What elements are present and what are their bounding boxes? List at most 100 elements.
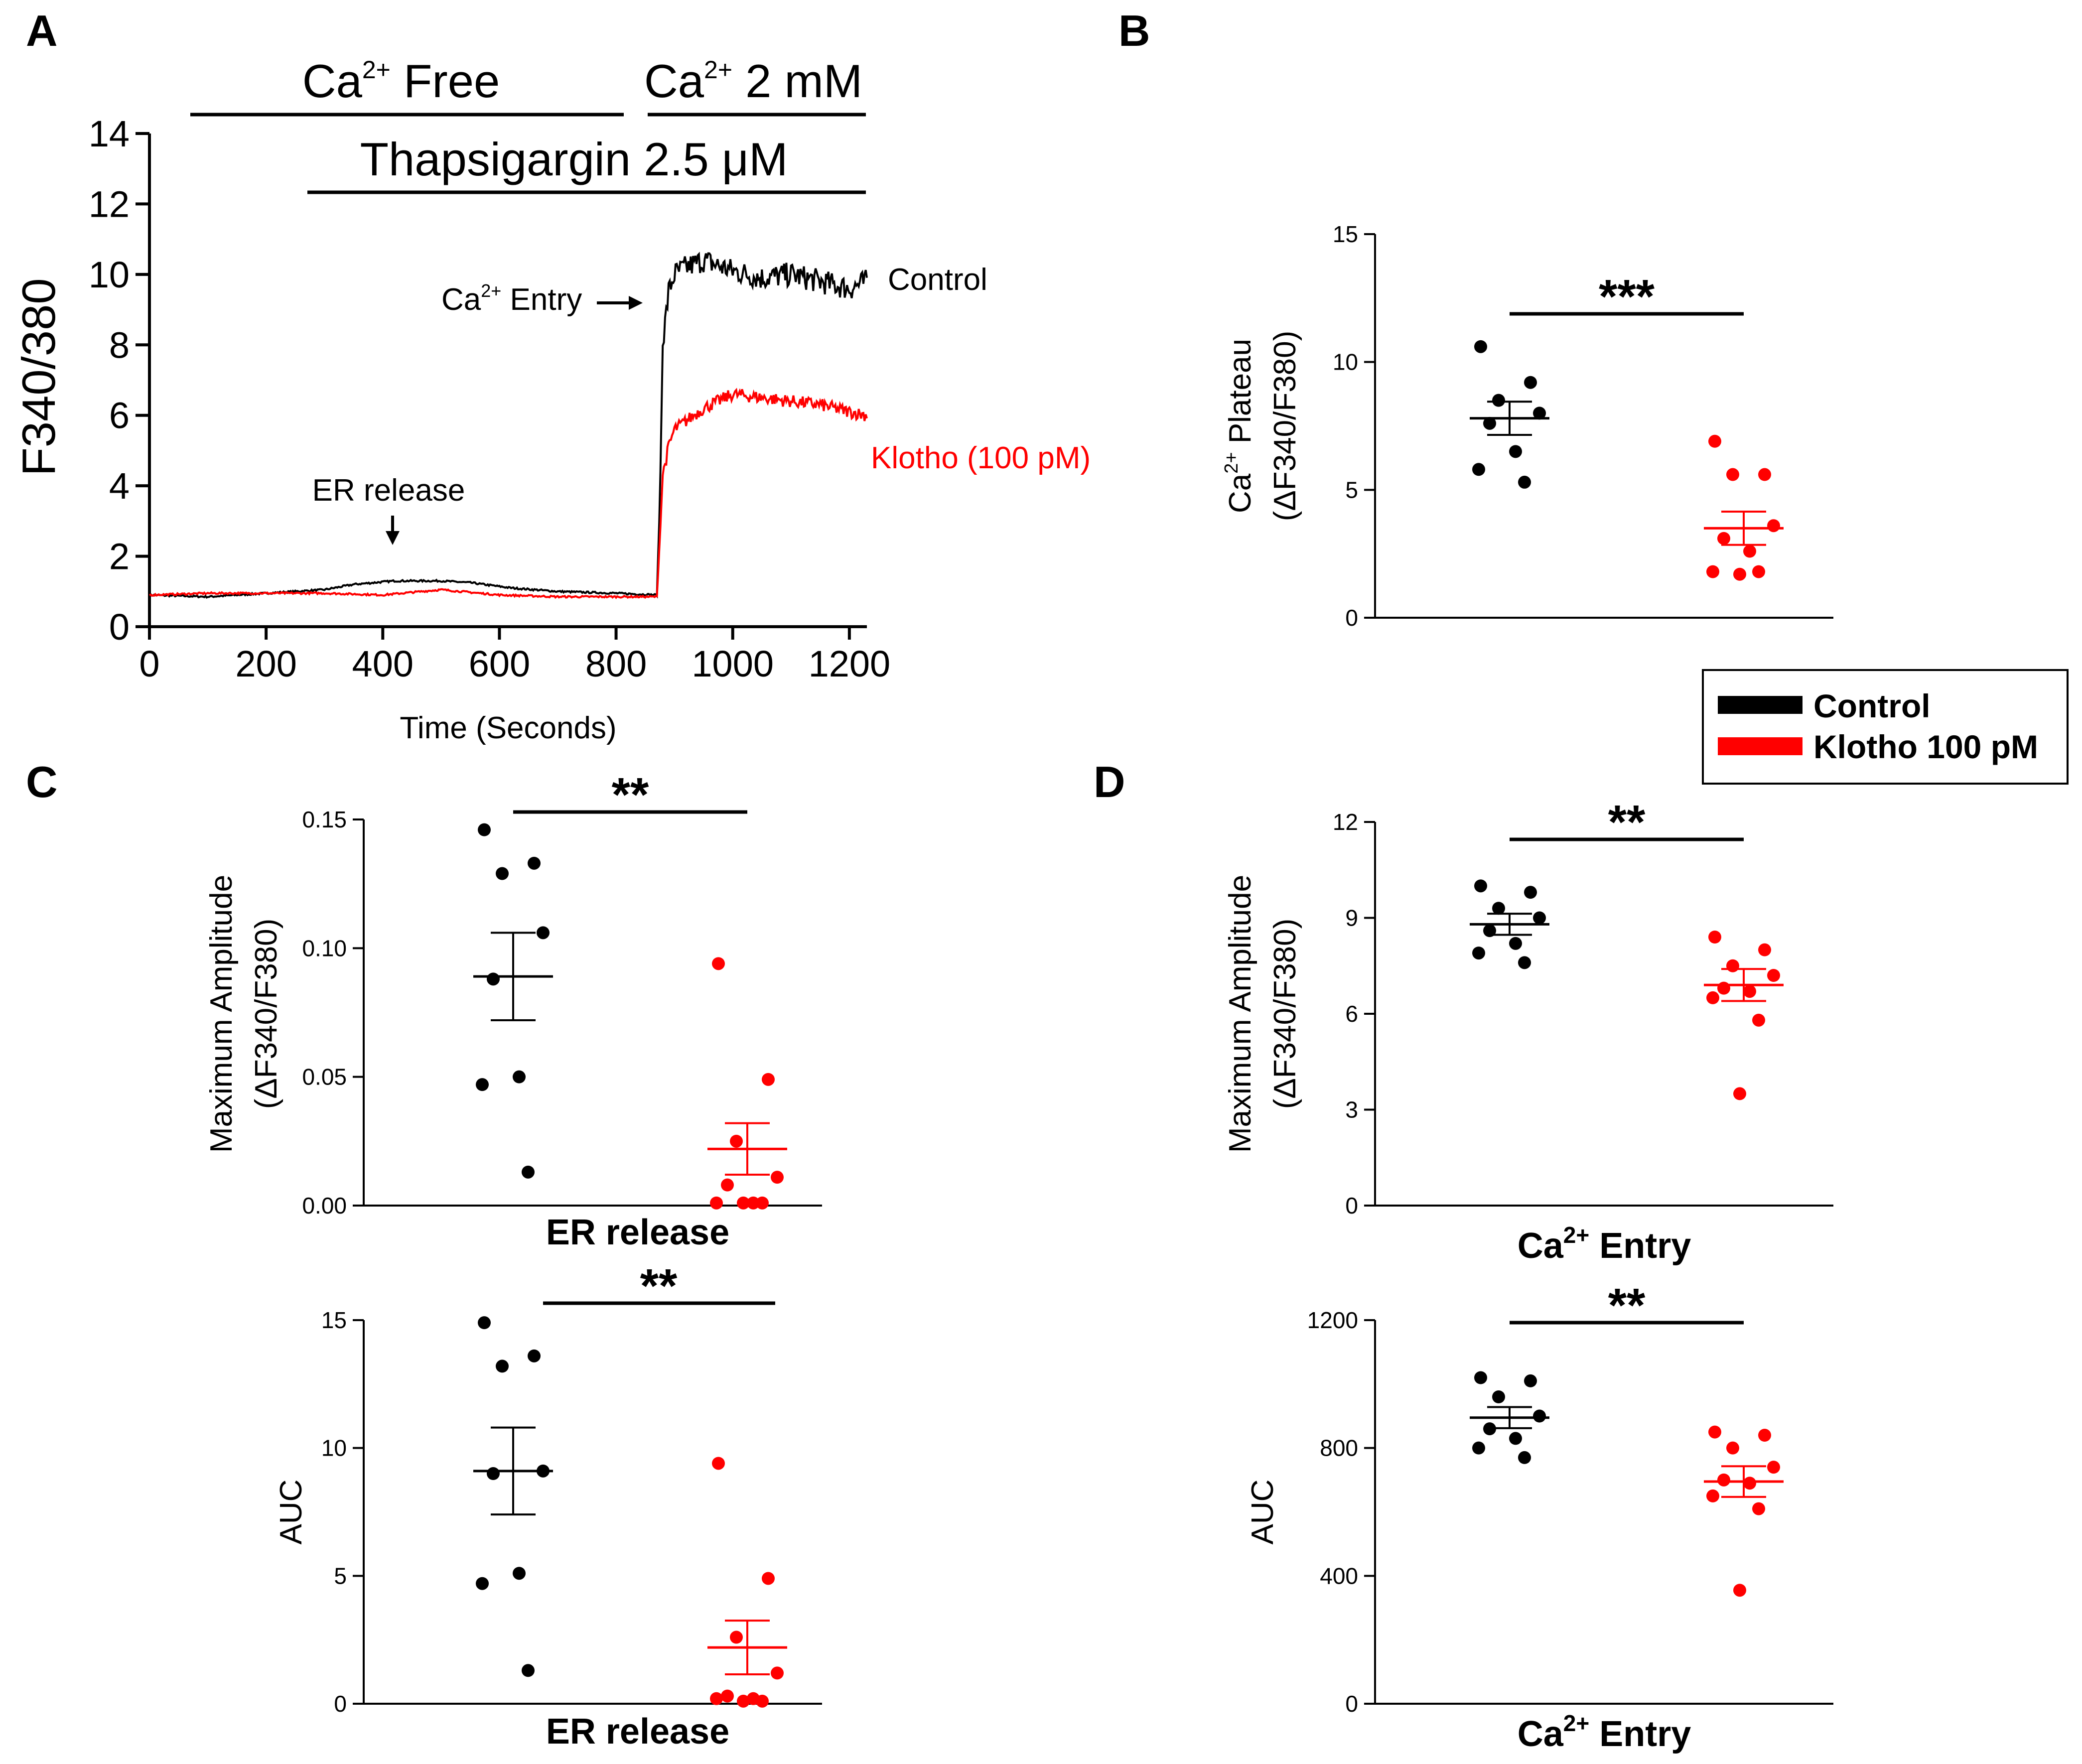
data-point [1726, 959, 1739, 972]
thapsigargin-label: Thapsigargin 2.5 μM [360, 133, 788, 185]
panel-b-points [1470, 340, 1784, 581]
data-point [1708, 434, 1721, 448]
data-point [747, 1196, 760, 1210]
panel-a-y-tick-label: 2 [109, 536, 130, 577]
legend-label-klotho: Klotho 100 pM [1813, 728, 2038, 765]
data-point [1472, 463, 1485, 476]
data-point [737, 1196, 750, 1210]
panel-d1-y-axis-label-line2: (ΔF340/F380) [1268, 919, 1302, 1109]
panel-b-y-tick-label: 15 [1333, 221, 1358, 247]
panel-a-trace-chart: A Ca2+ Free Ca2+ 2 mM Thapsigargin 2.5 μ… [12, 6, 1091, 745]
panel-c2-y-tick-label: 0 [334, 1691, 347, 1717]
panel-c2-y-tick-label: 10 [321, 1435, 347, 1461]
panel-d1-y-tick-label: 0 [1345, 1193, 1358, 1219]
data-point [496, 867, 509, 880]
panel-a-y-tick-label: 10 [89, 254, 130, 295]
panel-a-y-tick-label: 6 [109, 395, 130, 436]
data-point [1767, 969, 1780, 982]
panel-d1-y-axis-label-line1: Maximum Amplitude [1223, 875, 1257, 1153]
data-point [1717, 532, 1730, 545]
data-point [1492, 1390, 1505, 1403]
data-point [1474, 1371, 1487, 1384]
data-point [513, 1567, 526, 1580]
panel-c1-y-tick-label: 0.00 [302, 1193, 347, 1219]
panel-a-x-tick-label: 800 [585, 643, 647, 684]
data-point [1483, 416, 1496, 430]
panel-c1-y-ticks: 0.00 0.05 0.10 0.15 [302, 807, 364, 1219]
panel-a-y-tick-label: 0 [109, 606, 130, 648]
data-point [1752, 1502, 1765, 1515]
data-point [1492, 902, 1505, 915]
panel-a-x-ticks: 0 200 400 600 800 1000 1200 [139, 627, 890, 684]
panel-b-y-axis-label-line1: Ca2+ Plateau [1221, 339, 1257, 513]
legend-box [1702, 669, 2069, 785]
panel-a-y-tick-label: 14 [89, 113, 130, 154]
data-point [513, 1070, 526, 1084]
panel-a-x-axis-label: Time (Seconds) [400, 711, 616, 745]
panel-d1-x-category: Ca2+ Entry [1518, 1222, 1691, 1266]
panel-c-auc-chart: 0 5 10 15 AUC ER release ** [274, 1259, 822, 1752]
data-point [1726, 468, 1739, 481]
data-point [1717, 981, 1730, 995]
data-point [522, 1664, 535, 1677]
panel-d-amplitude-chart: 0 3 6 9 12 Maximum Amplitude (ΔF340/F380) Ca… [1223, 796, 1833, 1266]
ca-entry-arrow [597, 296, 643, 310]
data-point [1518, 956, 1531, 969]
legend-swatch-control [1718, 696, 1803, 714]
data-point [1706, 565, 1719, 578]
panel-c1-y-axis-label-line1: Maximum Amplitude [204, 875, 239, 1153]
panel-d2-y-tick-label: 1200 [1307, 1307, 1358, 1333]
panel-d1-significance: ** [1608, 796, 1646, 849]
panel-c1-y-axis-label-line2: (ΔF340/F380) [249, 919, 283, 1109]
panel-d2-y-tick-label: 800 [1320, 1435, 1358, 1461]
panel-b-letter: B [1118, 6, 1150, 55]
data-point [1752, 565, 1765, 578]
panel-a-y-tick-label: 4 [109, 465, 130, 507]
data-point [1524, 886, 1537, 899]
data-point [1726, 1441, 1739, 1455]
panel-b-significance: *** [1599, 270, 1655, 323]
data-point [1758, 468, 1771, 481]
data-point [710, 1196, 723, 1210]
panel-d1-y-tick-label: 6 [1345, 1001, 1358, 1027]
data-point [762, 1572, 775, 1585]
ca-entry-label: Ca2+ Entry [441, 280, 582, 317]
panel-d2-y-ticks: 0 400 800 1200 [1307, 1307, 1375, 1717]
panel-d: D [1094, 757, 1125, 807]
panel-d1-points [1470, 879, 1784, 1100]
data-point [1533, 1409, 1546, 1423]
data-point [712, 1457, 725, 1470]
data-point [710, 1692, 723, 1705]
data-point [1509, 445, 1522, 458]
data-point [1524, 376, 1537, 389]
data-point [730, 1630, 743, 1644]
data-point [1743, 544, 1756, 558]
panel-d2-y-tick-label: 0 [1345, 1691, 1358, 1717]
er-release-label: ER release [312, 473, 465, 508]
data-point [1708, 931, 1721, 944]
data-point [1533, 407, 1546, 420]
data-point [1472, 1441, 1485, 1455]
panel-d2-significance: ** [1608, 1279, 1646, 1332]
data-point [1474, 879, 1487, 893]
panel-c2-y-tick-label: 15 [321, 1307, 347, 1333]
data-point [1474, 340, 1487, 353]
panel-d1-y-tick-label: 9 [1345, 905, 1358, 931]
panel-b-y-tick-label: 5 [1345, 477, 1358, 503]
data-point [496, 1359, 509, 1373]
data-point [771, 1666, 784, 1680]
data-point [1509, 937, 1522, 950]
panel-c-letter: C [26, 757, 58, 807]
data-point [1758, 1429, 1771, 1442]
data-point [1533, 911, 1546, 925]
ca-2mm-label: Ca2+ 2 mM [644, 55, 862, 107]
klotho-trace [149, 388, 868, 599]
data-point [487, 972, 500, 986]
data-point [1472, 947, 1485, 960]
data-point [1509, 1432, 1522, 1445]
panel-d-letter: D [1094, 757, 1125, 807]
panel-c1-points [473, 823, 787, 1210]
data-point [1524, 1374, 1537, 1387]
data-point [712, 957, 725, 970]
panel-a-x-tick-label: 600 [469, 643, 530, 684]
